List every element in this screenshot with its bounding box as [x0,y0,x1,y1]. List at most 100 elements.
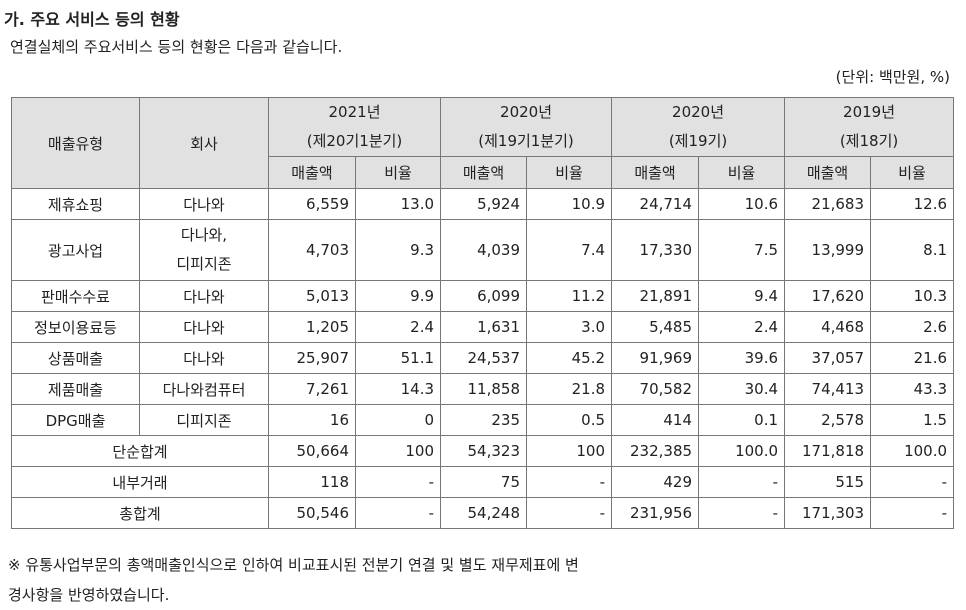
table-row: 제휴쇼핑 다나와 6,559 13.0 5,924 10.9 24,714 10.6 21,68… [11,188,955,220]
ratio-cell: 30.4 [698,373,786,405]
intro-text: 연결실체의 주요서비스 등의 현황은 다음과 같습니다. [10,38,343,56]
company-cell: 다나와, 디피지존 [139,219,269,281]
header-sales: 매출액 [268,156,356,189]
ratio-cell: - [870,466,955,498]
ratio-cell: - [698,497,786,529]
ratio-cell: 2.4 [354,311,442,343]
table-row: 제품매출 다나와컴퓨터 7,261 14.3 11,858 21.8 70,582 30.4 7… [11,373,955,405]
header-row-subcolumns: 매출액 비율 매출액 비율 매출액 비율 매출액 비율 [12,156,955,189]
total-row: 단순합계 50,664 100 54,323 100 232,385 100.0 171,81… [11,435,955,467]
header-period-2019: 2019년 (제18기) [784,97,955,157]
sales-cell: 50,546 [268,497,356,529]
sales-cell: 7,261 [268,373,356,405]
table-row: 판매수수료 다나와 5,013 9.9 6,099 11.2 21,891 9.4 17,620… [11,280,955,312]
ratio-cell: 21.6 [870,342,955,374]
ratio-cell: 9.9 [354,280,442,312]
unit-label: (단위: 백만원, %) [835,68,950,86]
header-sales: 매출액 [611,156,700,189]
sales-cell: 171,303 [784,497,872,529]
revenue-type-cell: 제휴쇼핑 [11,188,140,220]
footnote-line: ※ 유통사업부문의 총액매출인식으로 인하여 비교표시된 전분기 연결 및 별도… [8,556,579,574]
sales-cell: 21,891 [611,280,700,312]
revenue-type-cell: 정보이용료등 [11,311,140,343]
ratio-cell: - [526,497,613,529]
header-period-2020: 2020년 (제19기) [611,97,786,157]
company-cell: 디피지존 [139,404,269,436]
sales-cell: 5,485 [611,311,700,343]
header-sales: 매출액 [440,156,528,189]
sales-cell: 50,664 [268,435,356,467]
ratio-cell: 100.0 [698,435,786,467]
sales-cell: 70,582 [611,373,700,405]
total-label-cell: 내부거래 [11,466,269,498]
ratio-cell: 100 [354,435,442,467]
ratio-cell: 100.0 [870,435,955,467]
header-period-2020q1: 2020년 (제19기1분기) [440,97,613,157]
company-cell: 다나와 [139,342,269,374]
ratio-cell: - [870,497,955,529]
header-sales: 매출액 [784,156,872,189]
sales-cell: 11,858 [440,373,528,405]
header-ratio: 비율 [870,156,955,189]
ratio-cell: 51.1 [354,342,442,374]
header-ratio: 비율 [526,156,613,189]
company-cell: 다나와 [139,188,269,220]
company-name: 다나와 [183,195,225,214]
sales-cell: 17,620 [784,280,872,312]
header-period-2021q1: 2021년 (제20기1분기) [267,97,442,157]
sales-cell: 6,099 [440,280,528,312]
sales-cell: 75 [440,466,528,498]
ratio-cell: 21.8 [526,373,613,405]
table-row: 상품매출 다나와 25,907 51.1 24,537 45.2 91,969 39.6 37,… [11,342,955,374]
company-cell: 다나와 [139,280,269,312]
revenue-type-cell: 광고사업 [11,219,140,281]
sales-cell: 74,413 [784,373,872,405]
ratio-cell: 13.0 [354,188,442,220]
sales-cell: 54,323 [440,435,528,467]
company-name: 디피지존 [176,255,232,273]
sales-cell: 91,969 [611,342,700,374]
ratio-cell: 0.1 [698,404,786,436]
ratio-cell: 10.3 [870,280,955,312]
header-revenue-type: 매출유형 [11,97,140,189]
ratio-cell: 10.9 [526,188,613,220]
sales-cell: 6,559 [268,188,356,220]
ratio-cell: 0.5 [526,404,613,436]
company-name: 다나와, [180,226,228,244]
sales-cell: 37,057 [784,342,872,374]
revenue-table: 매출유형 회사 2021년 (제20기1분기) 2020년 (제19기1분기) 20… [11,97,955,529]
sales-cell: 429 [611,466,700,498]
table-row: DPG매출 디피지존 16 0 235 0.5 414 0.1 2,578 1.5 [11,404,955,436]
company-name: 다나와 [183,318,225,337]
sales-cell: 231,956 [611,497,700,529]
ratio-cell: - [354,466,442,498]
company-name: 다나와컴퓨터 [162,380,246,399]
sales-cell: 171,818 [784,435,872,467]
sales-cell: 414 [611,404,700,436]
sales-cell: 4,468 [784,311,872,343]
ratio-cell: 0 [354,404,442,436]
company-cell: 다나와컴퓨터 [139,373,269,405]
header-ratio: 비율 [698,156,786,189]
total-row: 내부거래 118-75-429-515- [11,466,955,498]
header-row-periods: 매출유형 회사 2021년 (제20기1분기) 2020년 (제19기1분기) 20… [11,97,955,189]
ratio-cell: 7.5 [698,219,786,281]
table-row: 광고사업 다나와, 디피지존 4,703 9.3 4,039 7.4 17,330 7.5 13,… [11,219,955,281]
company-cell: 다나와 [139,311,269,343]
revenue-type-cell: 판매수수료 [11,280,140,312]
ratio-cell: 9.3 [354,219,442,281]
sales-cell: 5,013 [268,280,356,312]
company-name: 다나와 [183,287,225,306]
ratio-cell: 3.0 [526,311,613,343]
sales-cell: 235 [440,404,528,436]
ratio-cell: 9.4 [698,280,786,312]
table-row: 정보이용료등 다나와 1,205 2.4 1,631 3.0 5,485 2.4 4,468 2.… [11,311,955,343]
total-row: 총합계 50,546-54,248-231,956-171,303- [11,497,955,529]
ratio-cell: 2.6 [870,311,955,343]
sales-cell: 232,385 [611,435,700,467]
ratio-cell: 39.6 [698,342,786,374]
revenue-type-cell: 상품매출 [11,342,140,374]
footnote-line: 경사항을 반영하였습니다. [8,586,170,604]
total-label-cell: 총합계 [11,497,269,529]
sales-cell: 25,907 [268,342,356,374]
